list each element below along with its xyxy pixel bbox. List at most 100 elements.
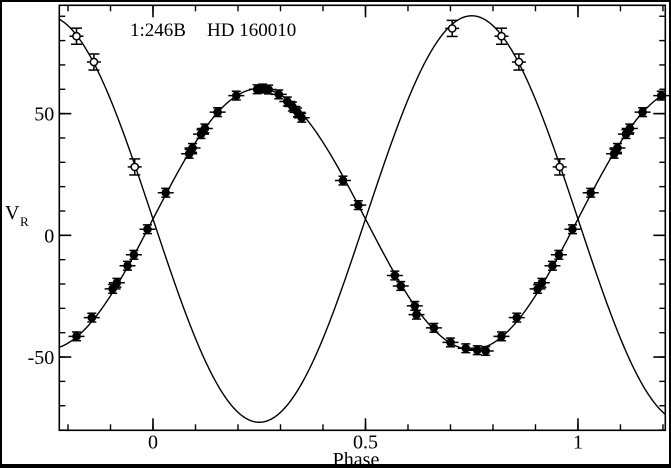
primary-data-point bbox=[108, 277, 125, 288]
primary-data-point bbox=[157, 187, 174, 198]
primary-data-point bbox=[209, 107, 226, 118]
filled-circle-marker bbox=[87, 313, 97, 322]
primary-data-point bbox=[621, 123, 638, 134]
primary-data-point bbox=[119, 260, 136, 271]
open-circle-marker bbox=[89, 57, 99, 67]
axis-ticks bbox=[59, 5, 666, 431]
filled-circle-marker bbox=[461, 343, 471, 353]
primary-data-point bbox=[350, 200, 367, 211]
y-axis-label: V bbox=[5, 202, 20, 224]
primary-data-point bbox=[634, 107, 651, 118]
plot-title-system-id: 1:246B bbox=[130, 20, 186, 41]
filled-circle-marker bbox=[264, 85, 273, 94]
filled-circle-marker bbox=[129, 250, 139, 260]
filled-circle-marker bbox=[586, 188, 596, 198]
y-axis-label-subscript: R bbox=[20, 214, 29, 229]
filled-circle-marker bbox=[656, 91, 666, 100]
secondary-data-point bbox=[86, 53, 101, 71]
primary-data-point bbox=[270, 89, 287, 100]
x-tick-label: 0 bbox=[148, 431, 158, 453]
orbit-fit-curves bbox=[58, 15, 666, 423]
filled-circle-marker bbox=[112, 278, 122, 288]
secondary-data-point bbox=[445, 19, 460, 38]
filled-circle-marker bbox=[568, 224, 577, 234]
x-tick-label: 0.5 bbox=[353, 431, 378, 453]
filled-circle-marker bbox=[429, 323, 439, 333]
primary-curve bbox=[59, 87, 666, 351]
filled-circle-marker bbox=[274, 90, 284, 99]
primary-data-point bbox=[104, 283, 121, 295]
primary-data-point bbox=[68, 331, 85, 342]
primary-data-point bbox=[457, 343, 474, 354]
x-tick-label: 1 bbox=[573, 431, 583, 453]
filled-circle-marker bbox=[123, 261, 132, 271]
primary-data-point bbox=[550, 249, 567, 260]
filled-circle-marker bbox=[537, 278, 547, 288]
primary-data-point bbox=[228, 90, 245, 101]
primary-data-point bbox=[582, 187, 599, 198]
filled-circle-marker bbox=[297, 113, 307, 123]
filled-circle-marker bbox=[161, 188, 171, 198]
filled-circle-marker bbox=[481, 346, 491, 356]
primary-data-point bbox=[544, 260, 561, 271]
primary-data-point bbox=[139, 224, 156, 235]
primary-data-point bbox=[386, 270, 403, 281]
primary-data-point bbox=[184, 142, 201, 154]
secondary-curve bbox=[58, 15, 666, 423]
secondary-data-point bbox=[127, 158, 142, 176]
secondary-data-point bbox=[511, 53, 526, 71]
primary-data-point bbox=[609, 142, 626, 154]
primary-data-point bbox=[533, 277, 550, 288]
primary-data-point bbox=[406, 300, 423, 312]
primary-data-point bbox=[653, 90, 669, 101]
filled-circle-marker bbox=[554, 250, 564, 260]
filled-circle-marker bbox=[213, 107, 222, 117]
y-tick-label: 50 bbox=[34, 104, 54, 126]
filled-circle-marker bbox=[200, 124, 210, 133]
filled-circle-marker bbox=[410, 301, 420, 311]
filled-circle-marker bbox=[497, 332, 506, 341]
primary-data-point bbox=[83, 312, 100, 323]
open-circle-marker bbox=[447, 24, 457, 33]
open-circle-marker bbox=[497, 31, 506, 41]
open-circle-marker bbox=[514, 57, 524, 67]
primary-data-point bbox=[196, 123, 213, 134]
filled-circle-marker bbox=[353, 200, 363, 210]
filled-circle-marker bbox=[338, 176, 348, 185]
filled-circle-marker bbox=[72, 332, 81, 341]
filled-circle-marker bbox=[512, 313, 522, 322]
primary-data-point bbox=[392, 280, 409, 292]
secondary-data-point bbox=[494, 27, 509, 45]
open-circle-marker bbox=[130, 162, 140, 172]
primary-data-point bbox=[564, 224, 581, 235]
tick-labels: 0 0.5 1 -50 0 50 bbox=[28, 104, 583, 454]
filled-circle-marker bbox=[188, 143, 197, 153]
plot-frame bbox=[58, 4, 667, 432]
filled-circle-marker bbox=[390, 271, 400, 280]
filled-circle-marker bbox=[396, 281, 406, 291]
primary-data-point bbox=[408, 309, 425, 320]
x-axis-label: Phase bbox=[333, 449, 380, 468]
y-tick-label: -50 bbox=[28, 347, 55, 369]
open-circle-marker bbox=[555, 162, 565, 172]
filled-circle-marker bbox=[638, 107, 647, 117]
open-circle-marker bbox=[72, 31, 81, 41]
data-points bbox=[68, 19, 669, 357]
secondary-data-point bbox=[69, 27, 84, 45]
primary-data-point bbox=[493, 331, 510, 342]
secondary-data-point bbox=[552, 158, 567, 176]
primary-data-point bbox=[508, 312, 525, 323]
primary-data-point bbox=[334, 175, 351, 186]
primary-data-point bbox=[425, 322, 442, 333]
primary-data-point bbox=[284, 101, 301, 112]
filled-circle-marker bbox=[143, 224, 152, 234]
primary-data-point bbox=[193, 128, 210, 140]
filled-circle-marker bbox=[446, 338, 455, 347]
filled-circle-marker bbox=[472, 345, 482, 355]
primary-data-point bbox=[125, 249, 142, 260]
filled-circle-marker bbox=[548, 261, 557, 271]
primary-data-point bbox=[477, 345, 494, 357]
primary-data-point bbox=[293, 112, 310, 123]
